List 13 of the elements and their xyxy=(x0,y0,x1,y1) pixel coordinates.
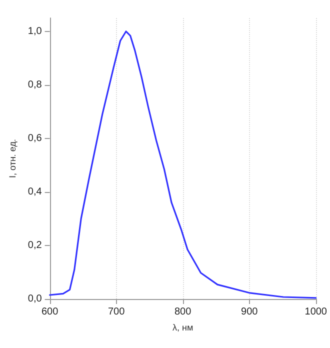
x-axis-title: λ, нм xyxy=(172,322,194,332)
x-tick-label: 700 xyxy=(108,306,126,318)
y-tick-label: 0,6 xyxy=(28,132,42,144)
y-axis-title: I, отн. ед. xyxy=(8,139,18,178)
y-tick-label: 0,2 xyxy=(28,240,42,251)
y-tick-label: 0,4 xyxy=(28,186,42,198)
x-tick-label: 900 xyxy=(241,306,258,318)
x-tick-label: 600 xyxy=(41,306,59,318)
y-tick-label: 0,0 xyxy=(28,294,42,304)
x-tick-label: 800 xyxy=(174,306,192,318)
x-tick-label: 1000 xyxy=(304,306,328,318)
y-tick-label: 0,8 xyxy=(28,79,42,90)
y-tick-label: 1,0 xyxy=(28,26,42,37)
